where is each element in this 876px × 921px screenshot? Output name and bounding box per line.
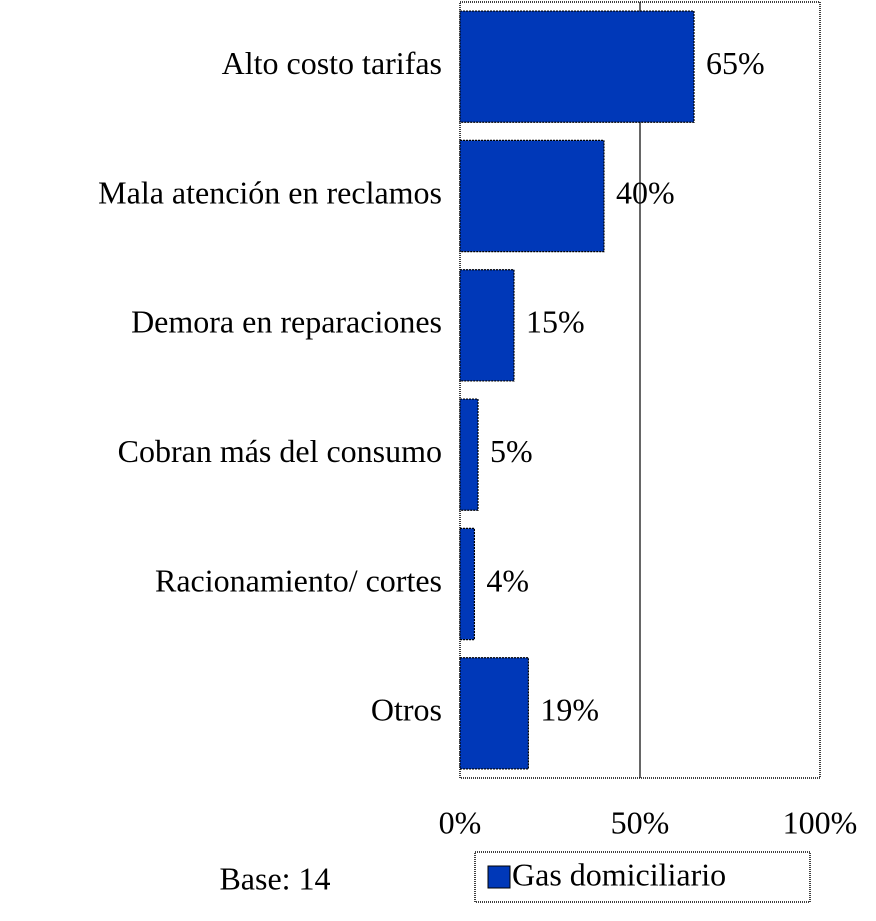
value-label: 65% — [706, 45, 765, 81]
bar — [459, 139, 605, 253]
y-tick-label: Demora en reparaciones — [131, 304, 442, 340]
annotation: Base: 14 — [219, 860, 330, 896]
y-tick-label: Cobran más del consumo — [118, 433, 442, 469]
bar — [459, 398, 479, 511]
y-tick-label: Otros — [371, 692, 442, 728]
value-label: 15% — [526, 304, 585, 340]
y-tick-label: Racionamiento/ cortes — [155, 562, 442, 598]
bar — [459, 10, 695, 123]
y-tick-label: Mala atención en reclamos — [98, 174, 442, 210]
x-tick-label: 50% — [611, 804, 670, 840]
value-label: 5% — [490, 433, 533, 469]
bar — [459, 527, 475, 641]
legend-swatch — [487, 865, 511, 889]
value-label: 40% — [616, 174, 675, 210]
value-label: 4% — [486, 562, 529, 598]
x-tick-label: 100% — [783, 804, 858, 840]
legend-box — [474, 851, 811, 903]
bar — [459, 269, 515, 382]
bar — [459, 657, 530, 770]
value-label: 19% — [540, 692, 599, 728]
y-tick-label: Alto costo tarifas — [222, 45, 442, 81]
legend-label: Gas domiciliario — [512, 856, 726, 892]
x-tick-label: 0% — [439, 804, 482, 840]
